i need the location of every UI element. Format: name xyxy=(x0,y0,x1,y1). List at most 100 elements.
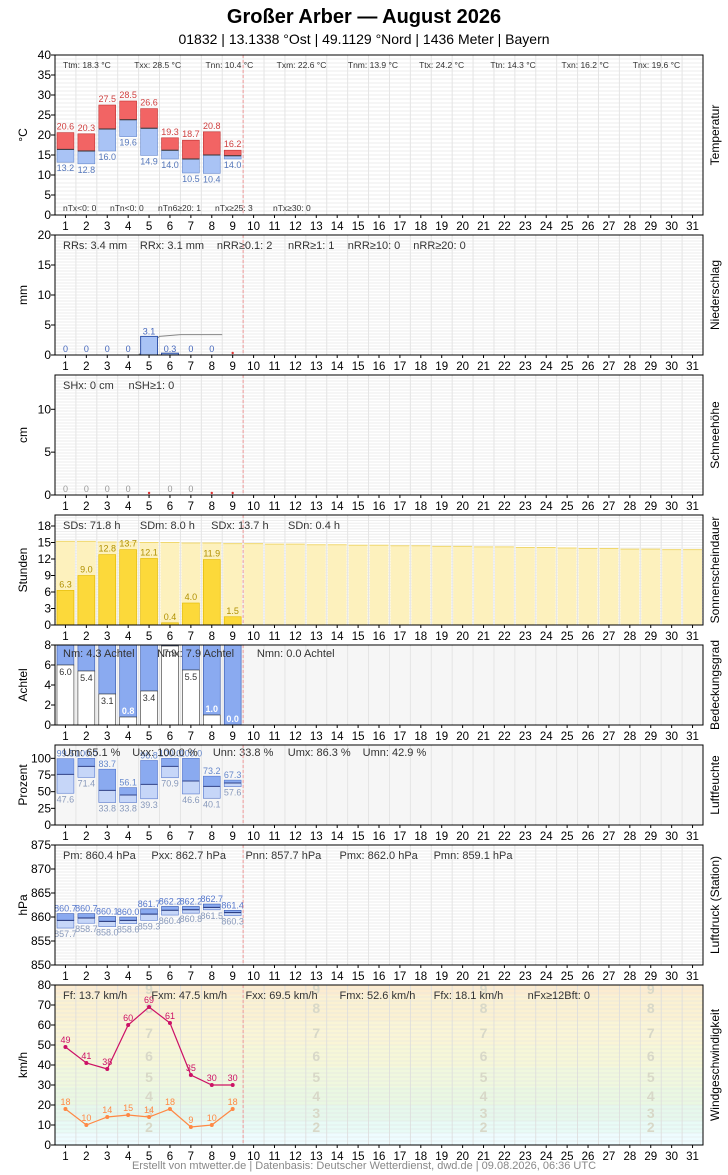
wind-beaufort-label: 6 xyxy=(145,1048,153,1064)
sonnenschein-xtick-label: 12 xyxy=(289,631,302,643)
luftdruck-xtick-label: 4 xyxy=(125,971,132,983)
press-upper-bar xyxy=(98,916,117,922)
bedeckung-xtick-label: 27 xyxy=(603,731,616,743)
schneehoehe-xtick-label: 13 xyxy=(310,501,323,513)
sonnenschein-xtick-label: 22 xyxy=(498,631,511,643)
wind-xtick-label: 2 xyxy=(83,1151,89,1160)
wind-beaufort-label: 9 xyxy=(312,981,320,997)
press-max-label: 861.7 xyxy=(138,899,161,909)
wind-fm-label: 10 xyxy=(81,1113,91,1123)
sonnenschein-xtick-label: 14 xyxy=(331,631,344,643)
temperatur-xtick-label: 10 xyxy=(247,221,260,233)
wind-fx-label: 49 xyxy=(60,1035,70,1045)
wind-fx-label: 30 xyxy=(228,1073,238,1083)
wind-xtick-label: 31 xyxy=(686,1151,699,1160)
bedeckung-stat: Nmn: 0.0 Achtel xyxy=(257,648,335,660)
wind-fm-label: 14 xyxy=(144,1105,154,1115)
sonnenschein-xtick-label: 9 xyxy=(229,631,235,643)
luftdruck-xtick-label: 11 xyxy=(269,971,281,983)
luftdruck-xtick-label: 13 xyxy=(310,971,323,983)
sun-possible-bar xyxy=(348,545,368,625)
temp-min-bar xyxy=(56,149,75,163)
temperatur-ytick-label: 20 xyxy=(38,128,52,142)
sun-possible-bar xyxy=(327,544,347,625)
hum-upper-bar xyxy=(56,758,75,775)
luftfeuchte-xtick-label: 6 xyxy=(167,831,173,843)
temperatur-xtick-label: 5 xyxy=(146,221,152,233)
wind-fx-label: 69 xyxy=(144,995,154,1005)
wind-beaufort-label: 5 xyxy=(647,1069,655,1085)
sun-possible-bar xyxy=(285,544,305,625)
wind-xtick-label: 5 xyxy=(146,1151,152,1160)
niederschlag-xtick-label: 27 xyxy=(603,361,616,373)
temperatur-ylabel: °C xyxy=(16,128,30,142)
wind-beaufort-label: 8 xyxy=(480,1000,488,1016)
niederschlag-xtick-label: 12 xyxy=(289,361,302,373)
bedeckung-xtick-label: 26 xyxy=(582,731,595,743)
press-min-label: 858.7 xyxy=(75,924,98,934)
temp-stat-count: nTx≥25: 3 xyxy=(215,203,253,213)
luftdruck-xtick-label: 31 xyxy=(686,971,699,983)
wind-beaufort-label: 4 xyxy=(647,1088,655,1104)
sonnenschein-stat: SDn: 0.4 h xyxy=(288,520,340,532)
luftdruck-xtick-label: 22 xyxy=(498,971,511,983)
temperatur-xtick-label: 14 xyxy=(331,221,344,233)
sun-possible-bar xyxy=(662,549,682,625)
luftdruck-xtick-label: 27 xyxy=(603,971,616,983)
luftfeuchte-right-label: Luftfeuchte xyxy=(708,755,722,815)
wind-beaufort-label: 8 xyxy=(312,1000,320,1016)
wind-fx-label: 60 xyxy=(123,1013,133,1023)
temp-max-bar xyxy=(98,104,117,130)
luftfeuchte-xtick-label: 18 xyxy=(414,831,427,843)
luftdruck-xtick-label: 15 xyxy=(352,971,365,983)
bedeckung-xtick-label: 19 xyxy=(435,731,448,743)
wind-xtick-label: 11 xyxy=(269,1151,281,1160)
hum-min-label: 57.6 xyxy=(224,788,242,798)
wind-xtick-label: 28 xyxy=(623,1151,636,1160)
niederschlag-panel: 0 0 0 0 3.1 0.3 0 0 RRs: 3.4 mm RRx: 3.1 mm nRR≥0.… xyxy=(16,228,722,373)
niederschlag-xtick-label: 6 xyxy=(167,361,173,373)
luftfeuchte-xtick-label: 31 xyxy=(686,831,699,843)
luftfeuchte-xtick-label: 29 xyxy=(644,831,657,843)
wind-fm-label: 18 xyxy=(165,1097,175,1107)
precip-today-marker xyxy=(231,351,234,355)
precip-label: 0 xyxy=(63,344,68,354)
sonnenschein-xtick-label: 24 xyxy=(540,631,553,643)
temperatur-xtick-label: 2 xyxy=(83,221,89,233)
bedeckung-xtick-label: 15 xyxy=(352,731,365,743)
sonnenschein-ytick-label: 6 xyxy=(44,585,51,599)
temp-min-label: 19.6 xyxy=(119,138,137,148)
wind-fx-point xyxy=(126,1023,131,1027)
luftdruck-stat: Pxx: 862.7 hPa xyxy=(151,850,226,862)
wind-fm-point xyxy=(105,1115,110,1119)
temp-stat: Tnx: 19.6 °C xyxy=(633,60,680,70)
luftdruck-xtick-label: 25 xyxy=(561,971,574,983)
wind-fx-label: 61 xyxy=(165,1011,175,1021)
temp-max-bar xyxy=(56,132,75,150)
press-upper-bar xyxy=(140,908,158,915)
press-lower-bar xyxy=(56,920,75,929)
press-max-label: 860.7 xyxy=(54,904,77,914)
temp-min-label: 14.9 xyxy=(140,156,158,166)
schneehoehe-stat: nSH≥1: 0 xyxy=(128,380,174,392)
bedeckung-right-label: Bedeckungsgrad xyxy=(708,640,722,730)
sonnenschein-ytick-label: 18 xyxy=(38,519,52,533)
luftdruck-xtick-label: 17 xyxy=(394,971,407,983)
temp-min-label: 14.0 xyxy=(161,160,179,170)
wind-stat: Ff: 13.7 km/h xyxy=(63,990,127,1002)
temperatur-xtick-label: 6 xyxy=(167,221,173,233)
wind-beaufort-label: 5 xyxy=(145,1069,153,1085)
niederschlag-xtick-label: 9 xyxy=(229,361,235,373)
luftdruck-xtick-label: 10 xyxy=(247,971,260,983)
temp-max-bar xyxy=(182,139,200,160)
niederschlag-xtick-label: 25 xyxy=(561,361,574,373)
press-max-label: 862.7 xyxy=(201,894,224,904)
temp-max-bar xyxy=(203,131,221,156)
wind-xtick-label: 22 xyxy=(498,1151,511,1160)
bedeckung-xtick-label: 10 xyxy=(247,731,260,743)
wind-fx-label: 30 xyxy=(207,1073,217,1083)
press-max-label: 861.4 xyxy=(221,900,244,910)
luftfeuchte-stat: Umx: 86.3 % xyxy=(288,747,351,759)
temperatur-xtick-label: 1 xyxy=(62,221,68,233)
temp-stat: Txn: 16.2 °C xyxy=(562,60,609,70)
